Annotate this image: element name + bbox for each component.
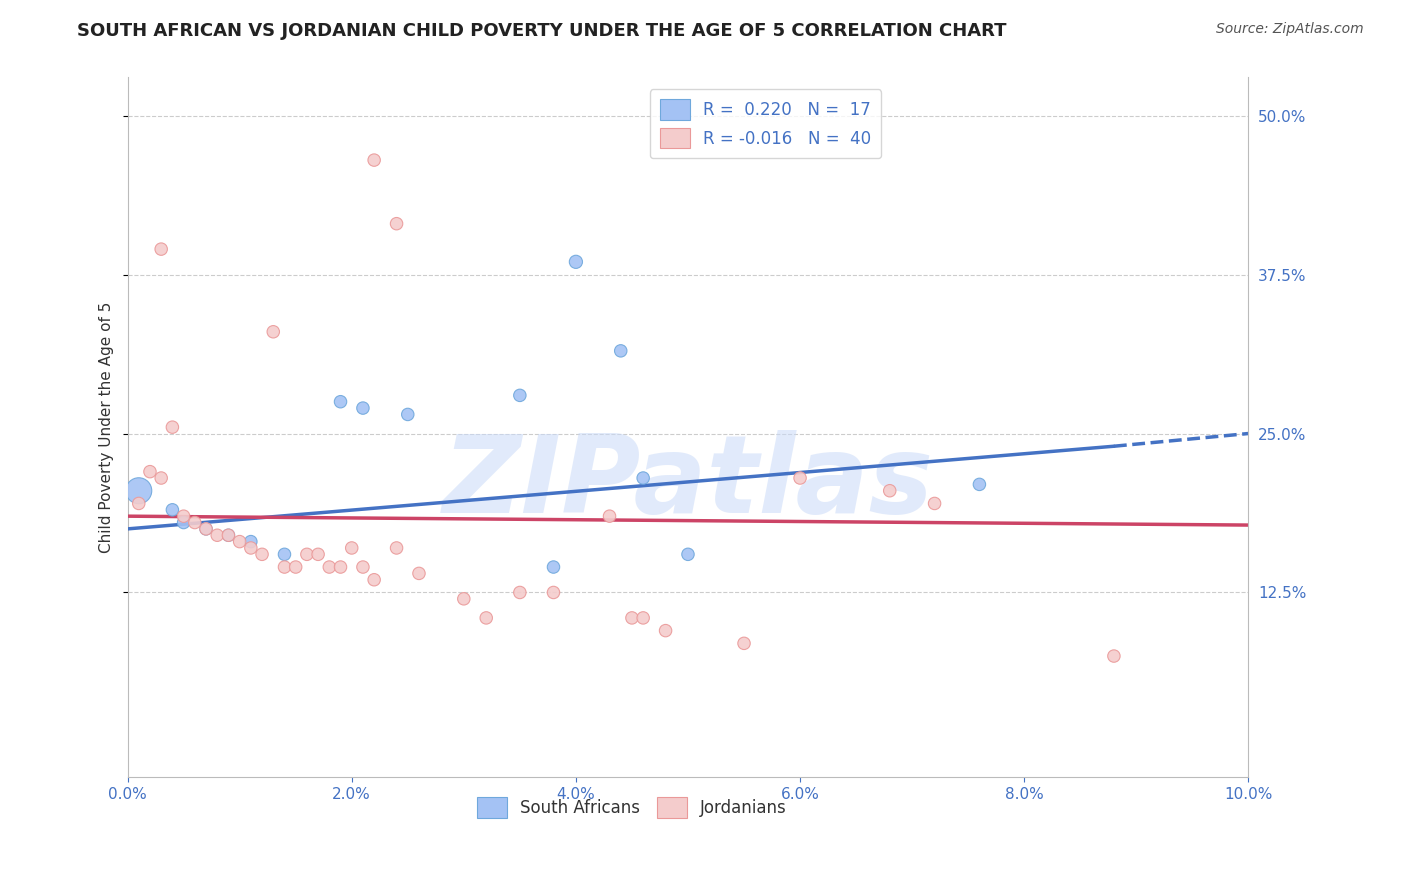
- Point: [631, 471, 654, 485]
- Point: [396, 408, 419, 422]
- Point: [969, 477, 991, 491]
- Point: [475, 611, 498, 625]
- Point: [363, 153, 385, 167]
- Point: [205, 528, 228, 542]
- Point: [352, 401, 374, 415]
- Point: [250, 547, 273, 561]
- Point: [879, 483, 901, 498]
- Point: [262, 325, 284, 339]
- Point: [162, 420, 184, 434]
- Point: [733, 636, 755, 650]
- Point: [150, 242, 173, 256]
- Point: [217, 528, 239, 542]
- Text: Source: ZipAtlas.com: Source: ZipAtlas.com: [1216, 22, 1364, 37]
- Point: [789, 471, 811, 485]
- Point: [543, 560, 565, 574]
- Point: [295, 547, 318, 561]
- Point: [195, 522, 218, 536]
- Point: [565, 255, 588, 269]
- Point: [239, 534, 262, 549]
- Point: [128, 496, 150, 510]
- Point: [340, 541, 363, 555]
- Point: [217, 528, 239, 542]
- Point: [239, 541, 262, 555]
- Point: [599, 509, 621, 524]
- Point: [408, 566, 430, 581]
- Text: SOUTH AFRICAN VS JORDANIAN CHILD POVERTY UNDER THE AGE OF 5 CORRELATION CHART: SOUTH AFRICAN VS JORDANIAN CHILD POVERTY…: [77, 22, 1007, 40]
- Legend: South Africans, Jordanians: South Africans, Jordanians: [470, 791, 793, 824]
- Point: [273, 560, 295, 574]
- Point: [352, 560, 374, 574]
- Point: [453, 591, 475, 606]
- Point: [631, 611, 654, 625]
- Point: [184, 516, 207, 530]
- Point: [609, 343, 631, 358]
- Point: [1102, 648, 1125, 663]
- Point: [924, 496, 946, 510]
- Point: [543, 585, 565, 599]
- Point: [676, 547, 699, 561]
- Point: [329, 560, 352, 574]
- Point: [284, 560, 307, 574]
- Point: [385, 217, 408, 231]
- Point: [363, 573, 385, 587]
- Point: [139, 465, 162, 479]
- Point: [509, 585, 531, 599]
- Point: [654, 624, 676, 638]
- Point: [228, 534, 250, 549]
- Point: [620, 611, 643, 625]
- Point: [195, 522, 218, 536]
- Point: [162, 503, 184, 517]
- Point: [307, 547, 329, 561]
- Point: [150, 471, 173, 485]
- Point: [273, 547, 295, 561]
- Point: [318, 560, 340, 574]
- Point: [128, 483, 150, 498]
- Point: [385, 541, 408, 555]
- Point: [509, 388, 531, 402]
- Text: ZIPatlas: ZIPatlas: [443, 430, 934, 536]
- Point: [173, 509, 195, 524]
- Point: [173, 516, 195, 530]
- Y-axis label: Child Poverty Under the Age of 5: Child Poverty Under the Age of 5: [100, 301, 114, 553]
- Point: [329, 394, 352, 409]
